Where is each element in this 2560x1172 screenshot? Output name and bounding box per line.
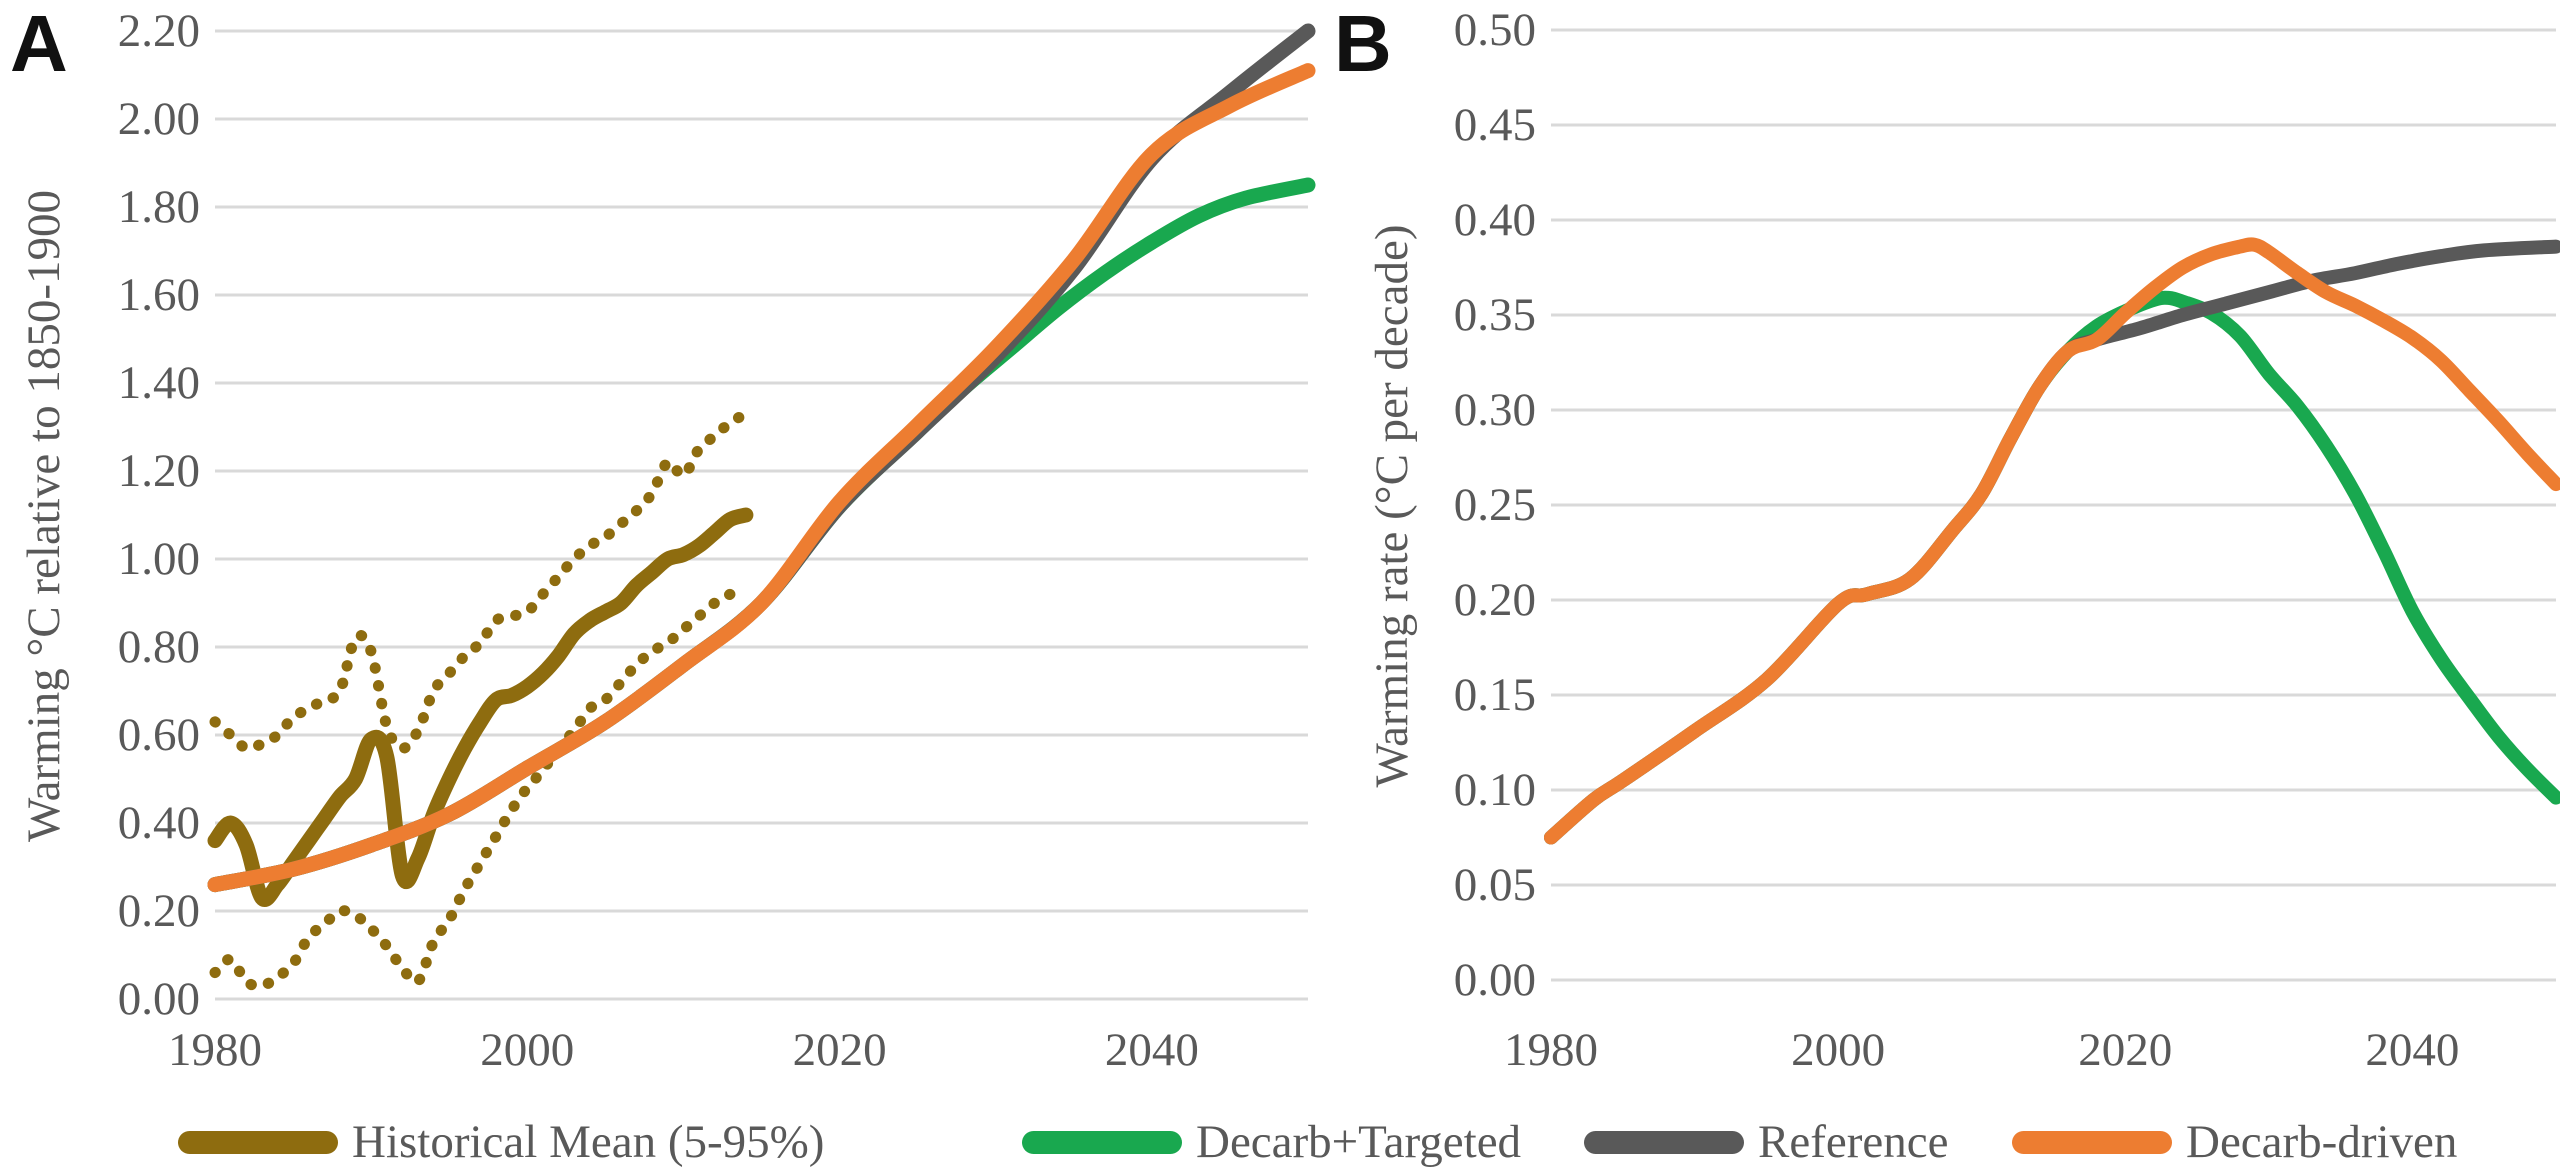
x-tick-label: 2000 [480, 1024, 575, 1076]
x-tick-label: 2040 [2365, 1024, 2460, 1076]
y-tick-label: 2.00 [117, 93, 200, 145]
y-tick-label: 0.25 [1453, 479, 1536, 531]
y-tick-label: 0.00 [117, 973, 200, 1025]
decarb-driven-swatch-icon [2012, 1130, 2172, 1154]
y-tick-label: 0.20 [117, 885, 200, 937]
y-tick-label: 1.60 [117, 269, 200, 321]
y-tick-label: 0.40 [1453, 194, 1536, 246]
legend-label-historical-mean: Historical Mean (5-95%) [352, 1116, 825, 1168]
series-b-decarb-targeted [1544, 290, 2560, 845]
panel-a-letter: A [10, 0, 68, 88]
x-tick-label: 1980 [1504, 1024, 1598, 1076]
series-a-decarb-driven [207, 63, 1316, 893]
series-a-historical-lower-5 [209, 584, 752, 992]
y-tick-label: 1.00 [117, 533, 200, 585]
y-tick-label: 0.15 [1453, 669, 1536, 721]
series-a-historical-mean [207, 507, 754, 907]
y-tick-label: 1.40 [117, 357, 200, 409]
panel-b-letter: B [1334, 0, 1392, 88]
y-tick-label: 0.30 [1453, 384, 1536, 436]
legend-label-decarb-targeted: Decarb+Targeted [1196, 1116, 1522, 1168]
legend-item-reference: Reference [1584, 1112, 1948, 1172]
y-tick-label: 0.10 [1453, 764, 1536, 816]
y-tick-label: 0.40 [117, 797, 200, 849]
legend-item-decarb-targeted: Decarb+Targeted [1022, 1112, 1521, 1172]
series-a-historical-upper-95 [209, 408, 752, 755]
x-tick-label: 2040 [1104, 1024, 1199, 1076]
y-tick-label: 0.45 [1453, 99, 1536, 151]
x-tick-label: 2020 [792, 1024, 887, 1076]
legend-label-reference: Reference [1758, 1116, 1949, 1168]
series-a-decarb-targeted [207, 177, 1316, 893]
historical-mean-swatch-icon [178, 1130, 338, 1154]
y-tick-label: 1.20 [117, 445, 200, 497]
y-tick-label: 2.20 [117, 5, 200, 57]
x-tick-label: 2000 [1791, 1024, 1886, 1076]
legend-item-decarb-driven: Decarb-driven [2012, 1112, 2457, 1172]
x-tick-label: 2020 [2078, 1024, 2173, 1076]
y-tick-label: 0.60 [117, 709, 200, 761]
y-tick-label: 0.05 [1453, 859, 1536, 911]
x-tick-label: 1980 [168, 1024, 262, 1076]
y-tick-label: 1.80 [117, 181, 200, 233]
legend-label-decarb-driven: Decarb-driven [2186, 1116, 2458, 1168]
decarb-targeted-swatch-icon [1022, 1130, 1182, 1154]
reference-swatch-icon [1584, 1130, 1744, 1154]
y-tick-label: 0.00 [1453, 954, 1536, 1006]
y-tick-label: 0.50 [1453, 4, 1536, 56]
legend-item-historical-mean: Historical Mean (5-95%) [178, 1112, 824, 1172]
y-tick-label: 0.20 [1453, 574, 1536, 626]
y-tick-label: 0.80 [117, 621, 200, 673]
series-b-decarb-driven [1544, 237, 2560, 845]
y-tick-label: 0.35 [1453, 289, 1536, 341]
